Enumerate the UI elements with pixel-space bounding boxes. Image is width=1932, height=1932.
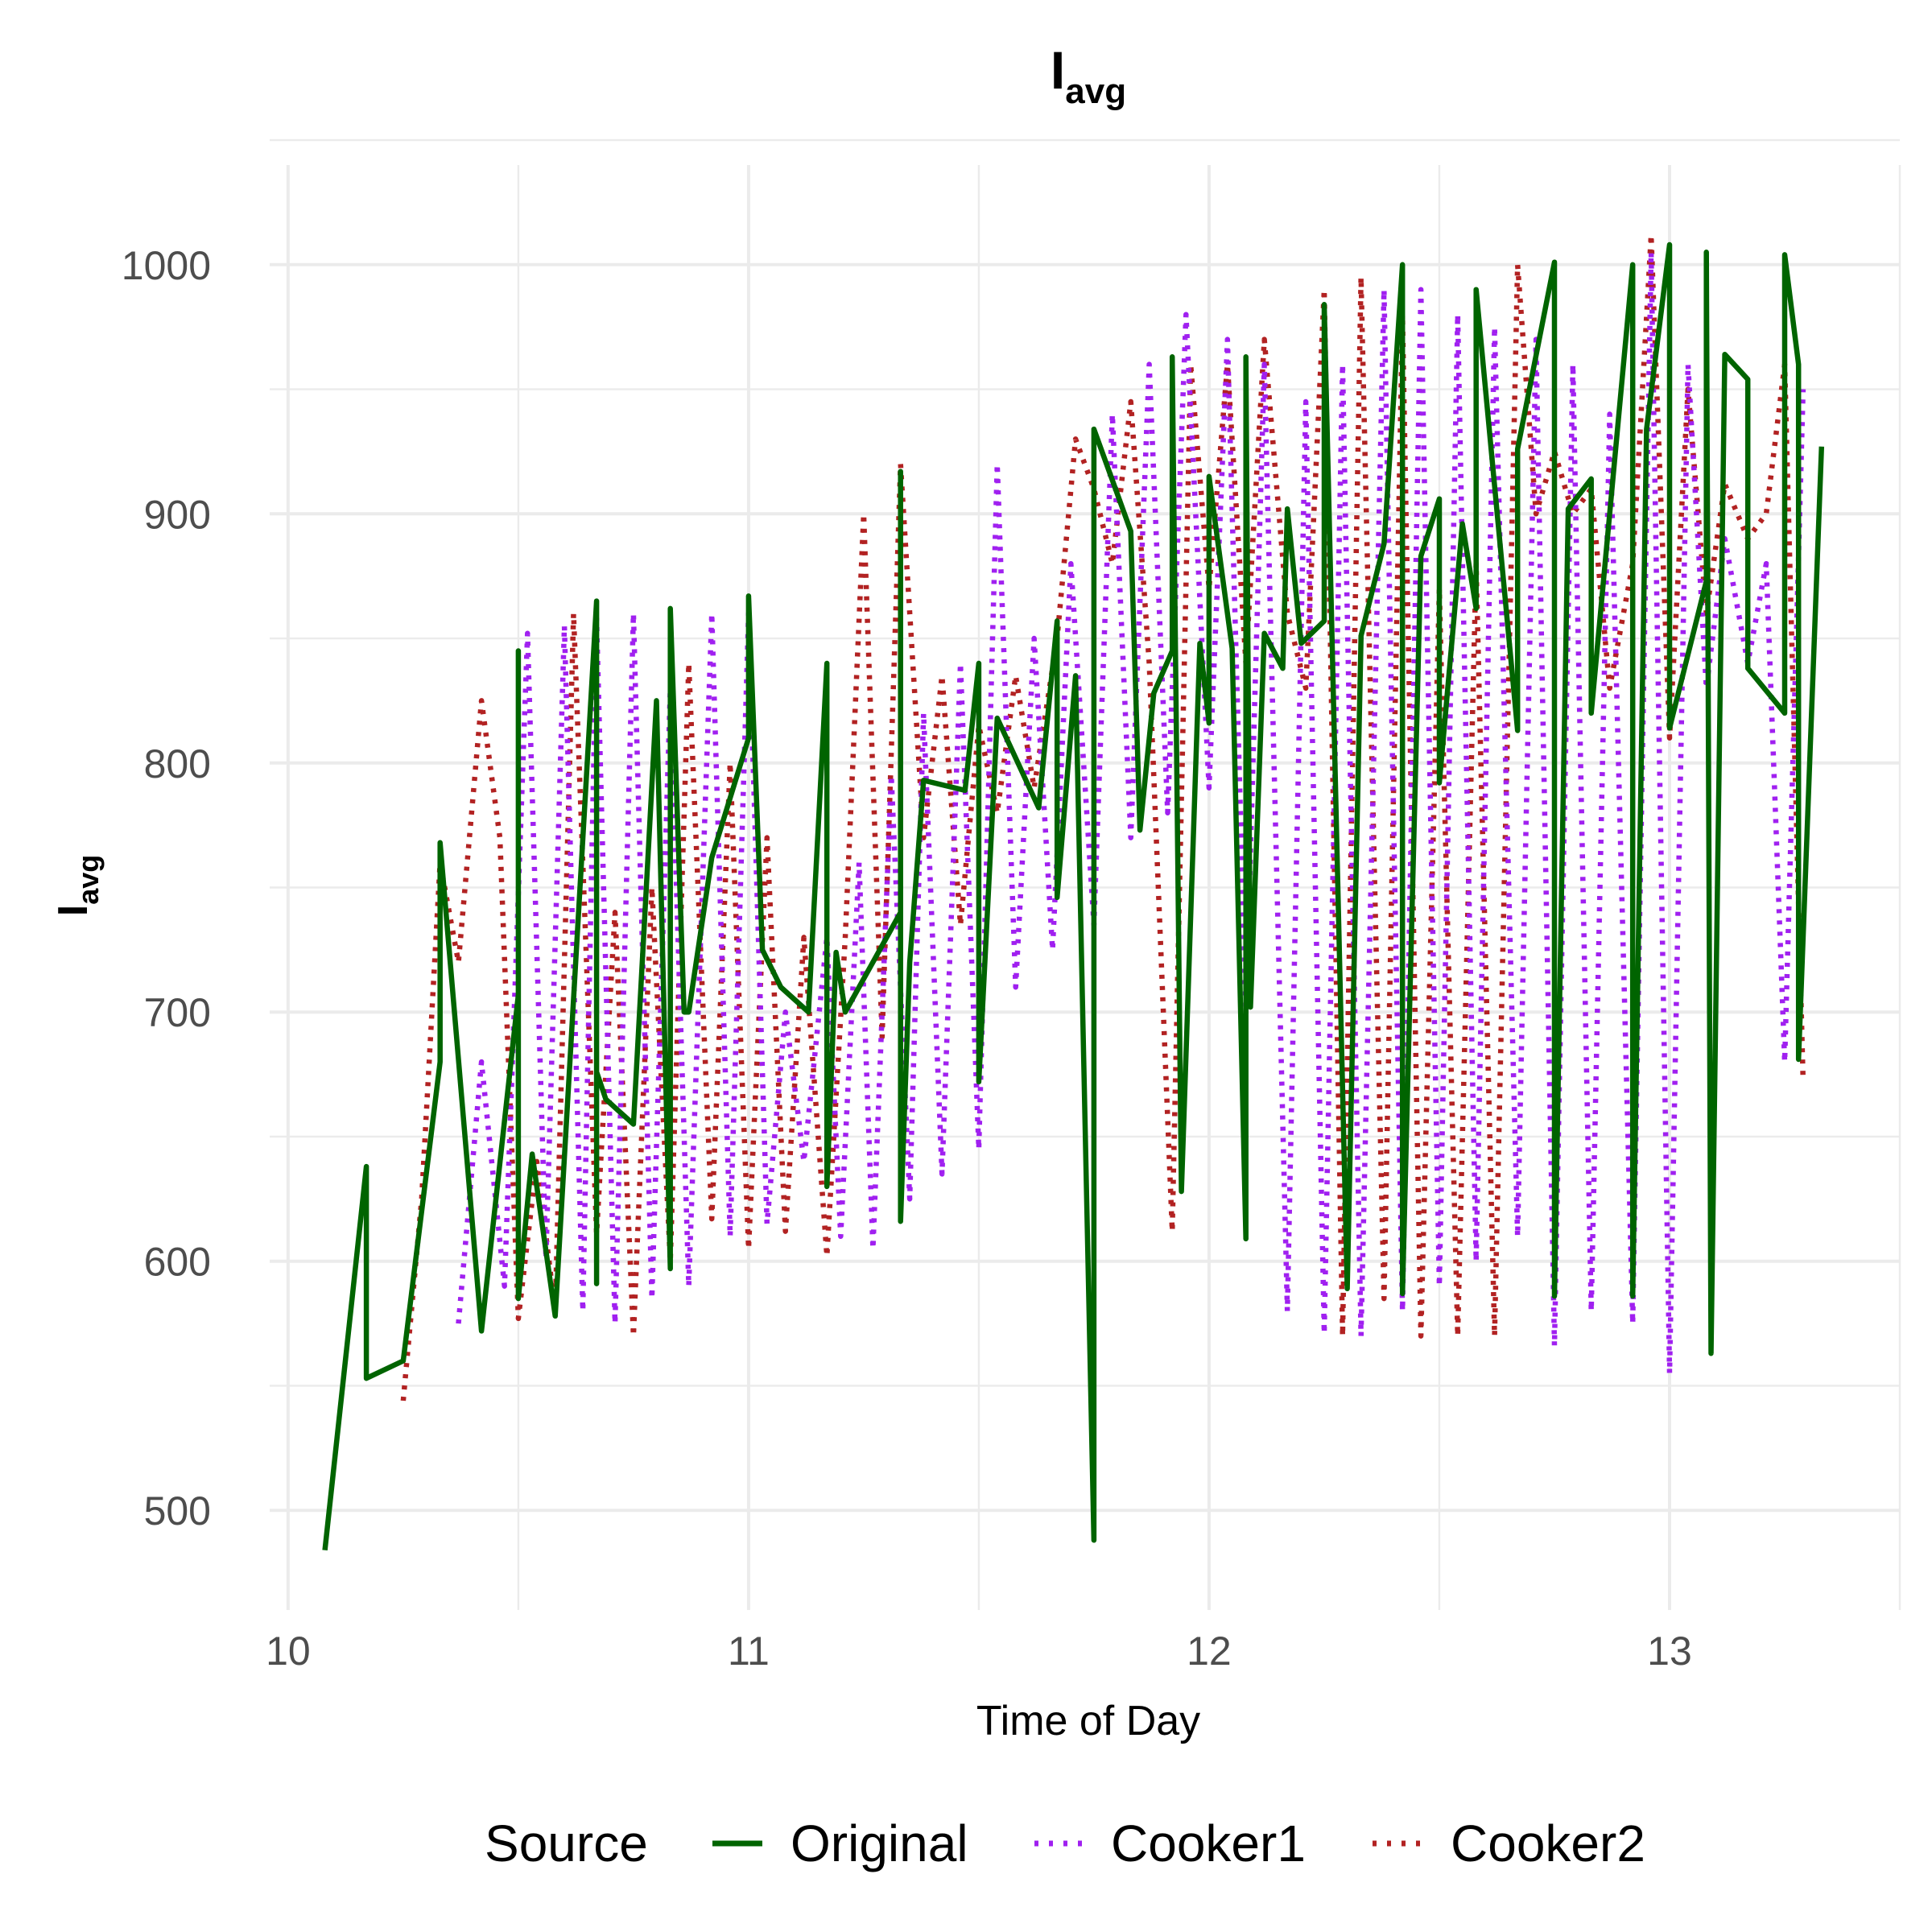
x-tick-labels: 10 11 12 13 bbox=[266, 1629, 1692, 1674]
chart-title-main: I bbox=[1051, 40, 1065, 100]
y-tick-label: 800 bbox=[144, 741, 211, 786]
legend-label-cooker2: Cooker2 bbox=[1451, 1814, 1645, 1872]
legend-label-original: Original bbox=[791, 1814, 968, 1872]
y-tick-label: 500 bbox=[144, 1488, 211, 1534]
series-line-original bbox=[322, 242, 1825, 1551]
x-tick-label: 11 bbox=[728, 1629, 770, 1674]
series-line-cooker1 bbox=[456, 250, 1806, 1377]
x-axis-title: Time of Day bbox=[976, 1698, 1200, 1744]
legend-items: Original Cooker1 Cooker2 bbox=[712, 1814, 1645, 1872]
y-axis-title-subscript: avg bbox=[72, 855, 105, 905]
y-tick-labels: 500 600 700 800 900 1000 bbox=[122, 243, 211, 1534]
legend-title: Source bbox=[485, 1814, 648, 1872]
y-tick-label: 900 bbox=[144, 492, 211, 537]
x-tick-label: 10 bbox=[266, 1629, 311, 1674]
series-layer bbox=[322, 232, 1825, 1551]
x-tick-label: 12 bbox=[1187, 1629, 1232, 1674]
legend-label-cooker1: Cooker1 bbox=[1111, 1814, 1306, 1872]
y-axis-title-main: I bbox=[50, 905, 97, 916]
y-tick-label: 1000 bbox=[122, 243, 211, 288]
y-axis-title: Iavg bbox=[50, 855, 105, 917]
y-tick-label: 600 bbox=[144, 1240, 211, 1285]
y-tick-label: 700 bbox=[144, 990, 211, 1035]
legend: Source Original Cooker1 Cooker2 bbox=[485, 1814, 1645, 1872]
chart-title: Iavg bbox=[1051, 40, 1126, 111]
series-line-cooker2 bbox=[400, 232, 1806, 1402]
x-tick-label: 13 bbox=[1647, 1629, 1692, 1674]
chart-title-subscript: avg bbox=[1065, 72, 1126, 111]
